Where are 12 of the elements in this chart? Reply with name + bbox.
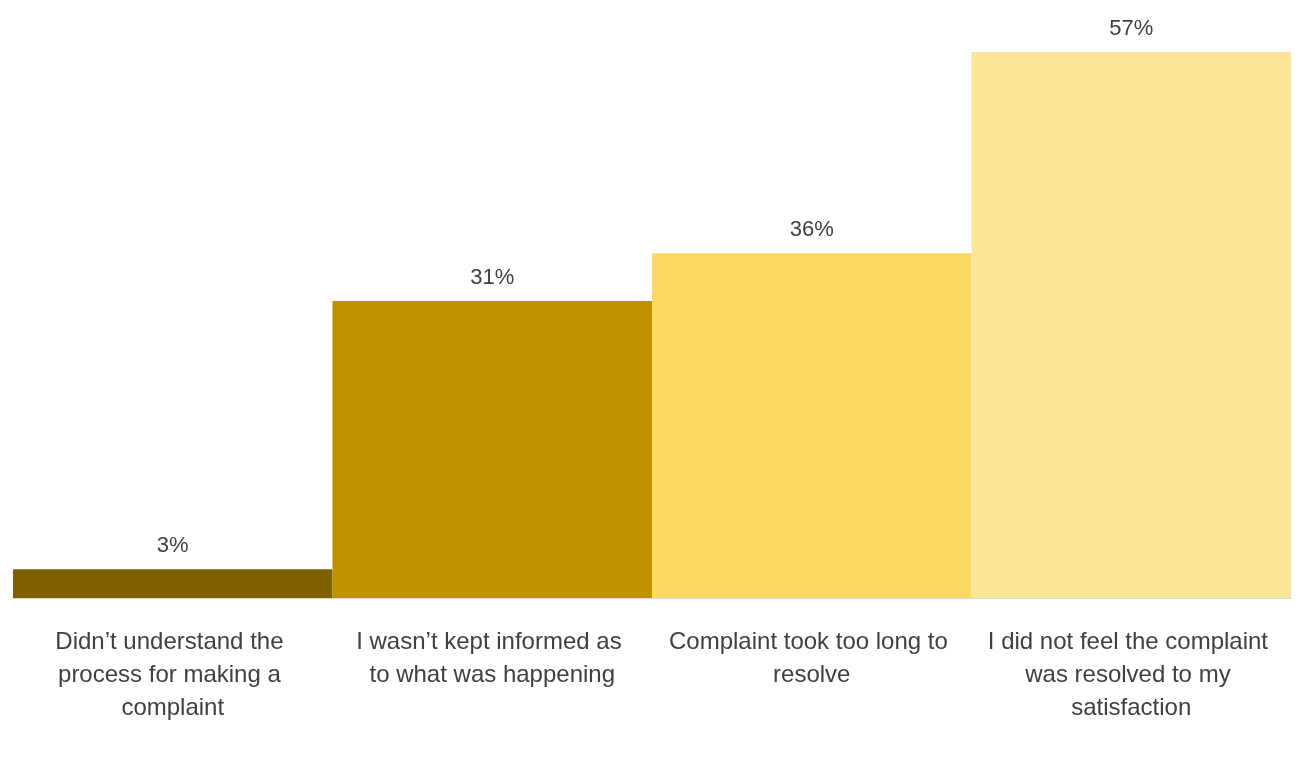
data-label: 3% xyxy=(156,531,189,557)
bar xyxy=(652,253,972,598)
data-label: 57% xyxy=(1109,14,1154,40)
bar xyxy=(13,569,333,598)
x-tick-label: Didn’t understand the process for making a complaint xyxy=(55,627,291,720)
x-tick-label: I did not feel the complaint was resolved to my satisfaction xyxy=(987,627,1275,720)
bar xyxy=(971,52,1291,598)
data-label: 36% xyxy=(789,215,834,241)
bar xyxy=(332,301,652,598)
x-tick-label: I wasn’t kept informed as to what was happening xyxy=(356,627,629,687)
data-label: 31% xyxy=(470,263,515,289)
x-tick-label: Complaint took too long to resolve xyxy=(668,627,955,687)
